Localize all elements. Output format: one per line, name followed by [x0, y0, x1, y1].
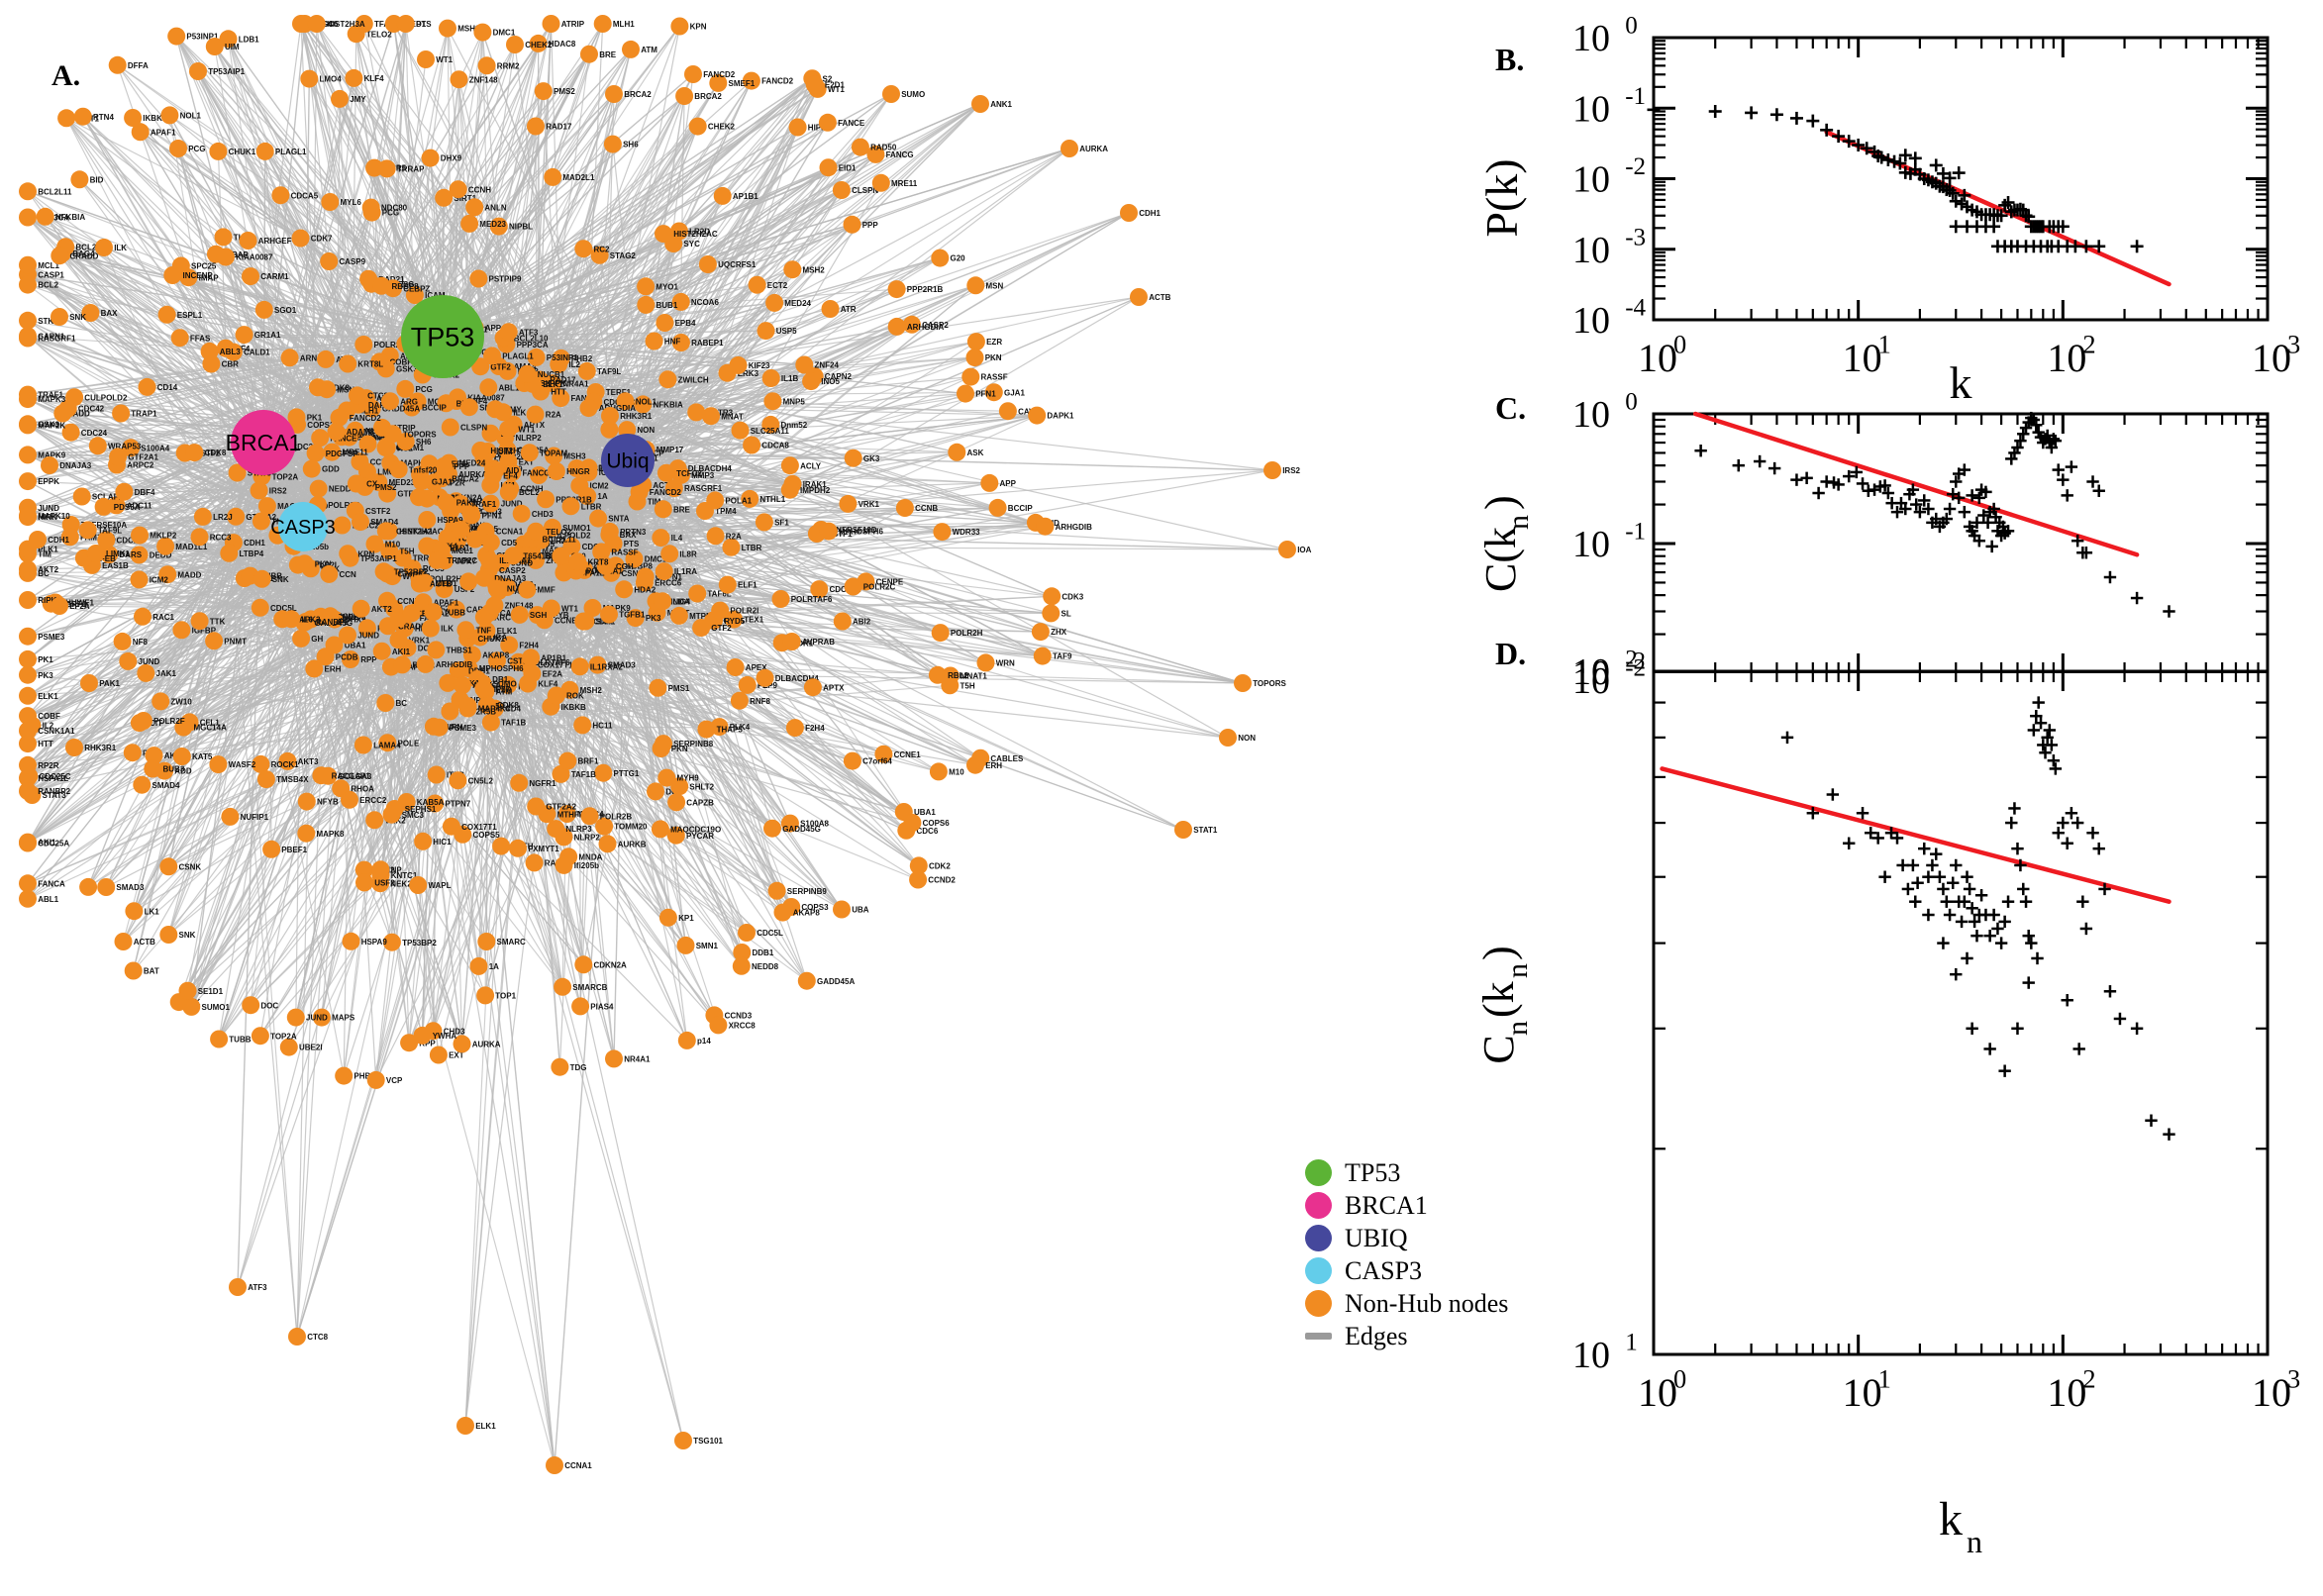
- node-circle: [374, 562, 393, 581]
- node-circle: [339, 545, 357, 563]
- node-circle: [372, 642, 391, 660]
- node-circle: [295, 554, 314, 573]
- node-label: MCL1: [452, 547, 473, 555]
- node-label: RASSF: [611, 549, 638, 557]
- node-circle: [537, 490, 556, 509]
- node-label: PMS2: [375, 483, 397, 492]
- node-label: CLSPN: [460, 424, 487, 433]
- node-circle: [462, 506, 481, 525]
- node-label: BCL2: [519, 488, 540, 497]
- node-circle: [333, 516, 352, 535]
- node-label: R2A: [546, 411, 561, 420]
- node-label: BC: [396, 699, 408, 708]
- node-circle: [252, 569, 271, 588]
- node-circle: [479, 378, 498, 397]
- node-circle: [418, 489, 437, 508]
- node-label: F2H4: [519, 642, 539, 650]
- node-label: CSNK1A1: [396, 528, 434, 537]
- node-label: AKAP8: [482, 651, 510, 660]
- node-label: TFAP2C: [448, 556, 478, 565]
- node-label: T5H: [399, 547, 414, 555]
- node-circle: [251, 598, 269, 617]
- node-label: IKBKB: [561, 703, 587, 712]
- node-label: BCCIP: [422, 404, 448, 413]
- node-label: FANCG: [523, 468, 551, 477]
- node-circle: [577, 361, 596, 380]
- node-circle: [311, 429, 330, 448]
- node-label: AKT2: [371, 605, 392, 614]
- node-label: RANBP2: [316, 618, 349, 627]
- node-circle: [317, 349, 335, 368]
- node-label: AKI1: [392, 648, 411, 656]
- node-circle: [318, 380, 337, 399]
- node-label: TAF9L: [597, 367, 621, 376]
- node-label: KPN: [357, 549, 374, 558]
- node-label: PSME3: [450, 724, 477, 733]
- node-label: NLRP2: [516, 434, 543, 443]
- node-circle: [552, 547, 570, 565]
- node-label: NOL1: [636, 397, 657, 406]
- node-label: CSTF2: [365, 507, 391, 516]
- node-circle: [471, 442, 490, 459]
- node-label: BRCA2: [452, 474, 479, 483]
- network-graph: ABL3TAF9LMAD2L1MGC14ADHX9CDC23KKIAA0087T…: [19, 15, 1312, 1474]
- node-label: M10: [385, 541, 401, 549]
- node-label: FANCD2: [650, 488, 682, 497]
- node-label: TAF1B: [501, 719, 526, 728]
- node-circle: [522, 648, 541, 667]
- network-panel: A. ABL3TAF9LMAD2L1MGC14ADHX9CDC23KKIAA00…: [19, 15, 1312, 1474]
- node-circle: [459, 572, 478, 591]
- node-circle: [352, 599, 370, 618]
- node-label: PLAGL1: [502, 352, 534, 361]
- node-label: PK1: [307, 414, 323, 423]
- node-circle: [579, 399, 598, 418]
- node-label: TOP2A: [272, 472, 299, 481]
- node-circle: [499, 483, 518, 502]
- node-label: CCNB: [555, 616, 577, 625]
- node-circle: [435, 456, 454, 475]
- node-label: BRE: [673, 505, 691, 514]
- node-circle: [376, 522, 395, 541]
- node-label: AP1B1: [541, 653, 566, 662]
- node-circle: [412, 472, 431, 491]
- node-label: PPP: [454, 462, 470, 471]
- node-circle: [526, 405, 545, 424]
- node-label: GJA1: [432, 477, 453, 486]
- network-edge: [627, 414, 1038, 461]
- node-label: 1A: [597, 492, 607, 501]
- node-circle: [428, 550, 447, 569]
- node-circle: [309, 479, 328, 498]
- node-label: ERH: [325, 665, 342, 674]
- node-circle: [654, 592, 672, 611]
- node-circle: [654, 500, 672, 519]
- node-label: LIG4: [672, 597, 690, 606]
- node-label: CHUK1: [478, 635, 506, 644]
- node-circle: [354, 336, 373, 353]
- node-circle: [527, 522, 546, 541]
- node-label: WT1: [561, 605, 578, 614]
- node-label: ERCC6: [655, 579, 682, 588]
- node-circle: [441, 418, 459, 437]
- node-label: SH6: [416, 438, 432, 447]
- node-label: RPP: [360, 655, 377, 664]
- node-circle: [459, 398, 478, 417]
- panel-letter-a: A.: [51, 59, 81, 92]
- node-circle: [376, 694, 395, 712]
- node-label: TELO2: [546, 528, 571, 537]
- node-circle: [287, 408, 306, 427]
- node-circle: [418, 511, 437, 529]
- node-label: P53INP1: [547, 353, 579, 362]
- node-label: PK3: [646, 614, 661, 623]
- node-circle: [393, 655, 412, 674]
- node-circle: [485, 596, 504, 615]
- node-label: SNK: [272, 575, 289, 584]
- node-circle: [430, 718, 449, 737]
- node-circle: [483, 347, 501, 365]
- node-circle: [352, 513, 369, 532]
- node-label: NFKBIA: [654, 401, 683, 410]
- node-label: PFN1: [482, 512, 503, 521]
